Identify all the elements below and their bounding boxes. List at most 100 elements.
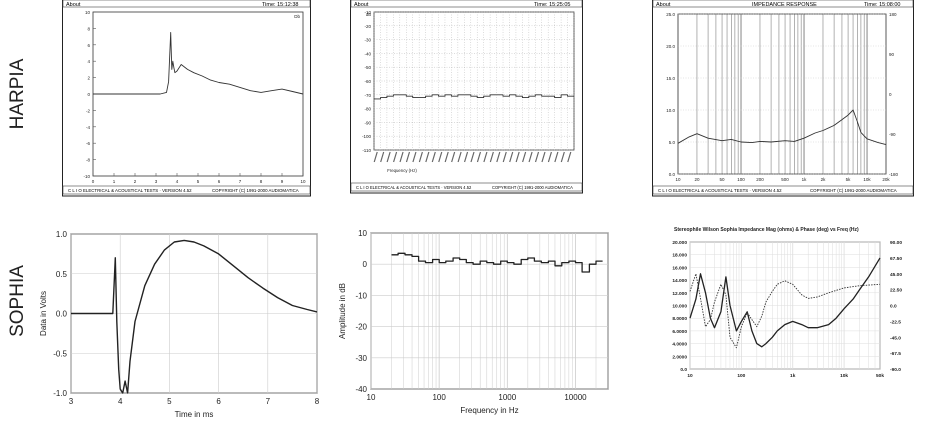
y-tick-label: 0 bbox=[363, 260, 368, 269]
row-label-harpia: HARPIA bbox=[7, 58, 28, 130]
y2-tick-label: -90 bbox=[889, 132, 896, 137]
y-tick-label: 4 bbox=[87, 59, 90, 64]
y2-tick-label: 90.00 bbox=[890, 240, 902, 246]
x-tick-label-mark bbox=[509, 151, 514, 163]
y-tick-label: 12.000 bbox=[672, 291, 687, 297]
clio-time-label: Time: 15:08:00 bbox=[864, 2, 900, 8]
clio-about-label: About bbox=[66, 2, 81, 8]
y2-tick-label: -45.0 bbox=[890, 335, 901, 341]
sophia-step-chart: 3 4 5 6 7 8 1.0 0.5 0.0 -0.5 -1.0 Time in ms Data in… bbox=[39, 230, 320, 419]
x-tick-label-mark bbox=[431, 151, 436, 163]
y-tick-label: 5.0 bbox=[669, 140, 676, 145]
x-tick-label: 3 bbox=[155, 179, 158, 184]
x-tick-label: 50k bbox=[876, 373, 884, 379]
impedance-magnitude-line bbox=[689, 257, 881, 348]
x-tick-label: 20 bbox=[694, 177, 700, 182]
x-tick-label: 100 bbox=[432, 393, 446, 402]
y-tick-label: -20 bbox=[364, 24, 371, 29]
y2-tick-label: 45.00 bbox=[890, 272, 902, 278]
y2-tick-label: -22.5 bbox=[890, 319, 901, 325]
x-tick-label-mark bbox=[418, 151, 423, 163]
x-tick-label-mark bbox=[515, 151, 520, 163]
x-axis-label: Frequency in Hz bbox=[460, 406, 518, 415]
x-tick-label: 5k bbox=[846, 177, 852, 182]
y-tick-label: 20.000 bbox=[672, 240, 687, 246]
y-tick-label: -40 bbox=[364, 51, 371, 56]
x-tick-label-mark bbox=[425, 151, 430, 163]
x-tick-label: 500 bbox=[781, 177, 789, 182]
x-tick-label: 20k bbox=[882, 177, 890, 182]
step-response-line bbox=[71, 239, 318, 394]
x-tick-label: 0 bbox=[92, 179, 95, 184]
x-tick-label: 7 bbox=[239, 179, 242, 184]
clio-footer-left: C L I O ELECTRICAL & ACOUSTICAL TESTS · … bbox=[356, 185, 472, 190]
x-tick-label: 200 bbox=[756, 177, 764, 182]
y-tick-label: -50 bbox=[364, 65, 371, 70]
y2-tick-label: 90 bbox=[889, 52, 895, 57]
x-tick-label-mark bbox=[547, 151, 552, 163]
x-tick-label: 10 bbox=[675, 177, 681, 182]
y2-tick-label: 0 bbox=[889, 92, 892, 97]
x-tick-label: 10 bbox=[300, 179, 306, 184]
x-tick-label-mark bbox=[502, 151, 507, 163]
x-tick-label-mark bbox=[457, 151, 462, 163]
y2-tick-label: -90.0 bbox=[890, 367, 901, 373]
y-tick-label: -8 bbox=[86, 158, 90, 163]
x-tick-label: 2 bbox=[134, 179, 137, 184]
x-tick-label: 5 bbox=[167, 397, 172, 406]
y-tick-label: 10 bbox=[358, 229, 367, 238]
x-tick-label-mark bbox=[451, 151, 456, 163]
x-tick-label-mark bbox=[560, 151, 565, 163]
x-tick-label: 10 bbox=[367, 393, 376, 402]
y2-tick-label: 67.50 bbox=[890, 256, 902, 262]
y-tick-label: 4.0000 bbox=[672, 342, 687, 348]
x-tick-label-mark bbox=[399, 151, 404, 163]
y-tick-label: 15.0 bbox=[666, 76, 675, 81]
x-tick-label: 8 bbox=[315, 397, 320, 406]
clio-footer-right: COPYRIGHT (C) 1991-2000 AUDIOMATICA bbox=[492, 185, 573, 190]
y2-tick-label: -180 bbox=[889, 172, 899, 177]
y-tick-label: -60 bbox=[364, 79, 371, 84]
harpia-step-chart: About Time: 15:12:38 1086420-2-4-6-8-100… bbox=[62, 0, 311, 197]
x-tick-label-mark bbox=[567, 151, 572, 163]
y-tick-label: -10 bbox=[355, 291, 367, 300]
y-tick-label: -2 bbox=[86, 108, 90, 113]
x-tick-label: 1000 bbox=[498, 393, 516, 402]
clio-footer-right: COPYRIGHT (C) 1991-2000 AUDIOMATICA bbox=[212, 188, 299, 193]
x-axis-label: Frequency (Hz) bbox=[387, 168, 417, 173]
y-tick-label: 8.0000 bbox=[672, 316, 687, 322]
chart-title: Stereophile Wilson Sophia Impedance Mag … bbox=[674, 227, 859, 233]
y2-tick-label: -67.5 bbox=[890, 351, 901, 357]
y-tick-label: 18.000 bbox=[672, 253, 687, 259]
x-tick-label-mark bbox=[470, 151, 475, 163]
y-tick-label: -40 bbox=[355, 385, 367, 394]
x-tick-label-mark bbox=[554, 151, 559, 163]
y-tick-label: 16.000 bbox=[672, 265, 687, 271]
y-tick-label: 10 bbox=[85, 10, 91, 15]
x-tick-label-mark bbox=[463, 151, 469, 163]
clio-about-label: About bbox=[656, 2, 671, 8]
y-tick-label: -70 bbox=[364, 93, 371, 98]
x-tick-label: 10 bbox=[687, 373, 693, 379]
y-axis-label: Data in Volts bbox=[39, 291, 48, 336]
x-tick-label-mark bbox=[412, 151, 417, 163]
x-tick-label-mark bbox=[393, 151, 398, 163]
y-tick-label: -6 bbox=[86, 141, 90, 146]
x-tick-label: 7 bbox=[266, 397, 271, 406]
y-tick-label: 0 bbox=[87, 92, 90, 97]
x-tick-label: 1k bbox=[790, 373, 796, 379]
harpia-frequency-chart: About Time: 15:25:05 -10 -20 -30 -40 -50 -60 -… bbox=[350, 0, 583, 194]
sophia-impedance-chart: Stereophile Wilson Sophia Impedance Mag … bbox=[672, 227, 902, 379]
frequency-response-line bbox=[391, 252, 603, 273]
x-tick-label-mark bbox=[522, 151, 527, 163]
x-tick-label: 4 bbox=[118, 397, 123, 406]
y-tick-label: -4 bbox=[86, 125, 90, 130]
x-tick-label: 10k bbox=[840, 373, 848, 379]
corner-label: Db bbox=[294, 14, 300, 19]
x-tick-label: 5 bbox=[197, 179, 200, 184]
y-tick-label: 6.0000 bbox=[672, 329, 687, 335]
clio-time-label: Time: 15:12:38 bbox=[262, 2, 298, 8]
y-tick-label: 8 bbox=[87, 26, 90, 31]
y-tick-label: 20.0 bbox=[666, 44, 675, 49]
clio-footer-left: C L I O ELECTRICAL & ACOUSTICAL TESTS · … bbox=[658, 188, 782, 193]
